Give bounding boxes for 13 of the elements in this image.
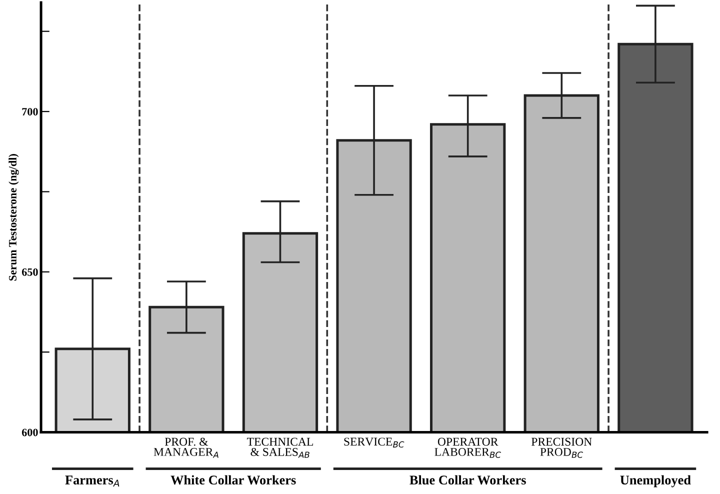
text: Farmers$_{A}$ bbox=[65, 476, 120, 486]
x-tick-label: PRECISION PROD$_{BC}$ bbox=[531, 438, 592, 458]
y-tick-label: 650 bbox=[22, 268, 38, 276]
x-tick-label: OPERATOR LABORER$_{BC}$ bbox=[434, 438, 501, 458]
x-tick-label: PROF. & MANAGER$_{A}$ bbox=[154, 438, 218, 458]
y-tick-label: 600 bbox=[22, 428, 38, 436]
x-tick-label: TECHNICAL & SALES$_{AB}$ bbox=[247, 438, 313, 458]
y-axis-title: Serum Testosterone (ng/dl) bbox=[8, 154, 19, 281]
text: Unemployed bbox=[620, 475, 691, 488]
text: White Collar Workers bbox=[170, 475, 296, 485]
text: Blue Collar Workers bbox=[410, 475, 526, 485]
x-tick-label: SERVICE$_{BC}$ bbox=[344, 438, 404, 448]
y-tick-label: 700 bbox=[22, 108, 38, 116]
